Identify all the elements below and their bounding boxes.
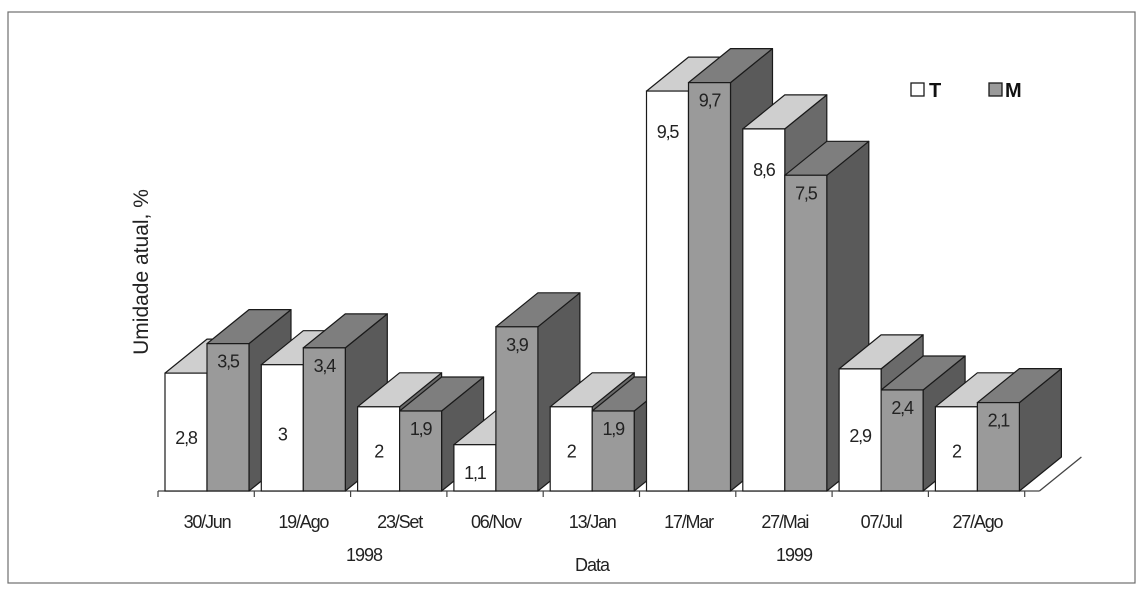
- data-label-t: 9,5: [657, 122, 680, 142]
- bar-front-face: [549, 406, 593, 492]
- x-tick-label: 06/Nov: [471, 512, 522, 532]
- data-label-t: 3: [278, 424, 288, 444]
- bar-front-face: [784, 174, 828, 492]
- legend-swatch-t: [910, 82, 925, 97]
- bar-m: [976, 368, 1063, 492]
- data-label-t: 2: [952, 441, 962, 461]
- data-label-t: 2: [374, 441, 384, 461]
- data-label-m: 2,1: [988, 411, 1011, 431]
- x-tick-label: 13/Jan: [569, 512, 616, 532]
- labels-layer: 30/Jun 19/Ago 23/Set 06/Nov 13/Jan 17/Mar 27/M…: [175, 91, 1011, 532]
- data-label-m: 3,4: [314, 356, 337, 376]
- bar-front-face: [934, 406, 979, 492]
- x-tick-label: 27/Ago: [952, 512, 1003, 532]
- data-label-t: 2: [567, 441, 577, 461]
- bar-front-face: [591, 410, 635, 492]
- bar-m: [784, 140, 870, 492]
- bar-front-face: [838, 368, 882, 492]
- bar-front-face: [742, 128, 786, 492]
- data-label-m: 7,5: [795, 183, 818, 203]
- legend-swatch-m: [988, 82, 1003, 97]
- bar-front-face: [260, 364, 304, 492]
- year-label-1999: 1999: [776, 545, 813, 565]
- x-tick-label: 19/Ago: [278, 512, 329, 532]
- bars-layer: [164, 47, 1063, 492]
- bar-front-face: [687, 82, 732, 492]
- data-label-t: 8,6: [753, 160, 776, 180]
- x-axis-depth-line: [1038, 456, 1082, 492]
- bar-front-face: [206, 343, 250, 492]
- data-label-m: 2,4: [891, 398, 914, 418]
- data-label-m: 3,5: [217, 352, 240, 372]
- x-tick-label: 07/Jul: [861, 512, 902, 532]
- bar-front-face: [399, 410, 443, 492]
- bar-front-face: [495, 326, 539, 492]
- legend: T M: [910, 80, 1022, 102]
- data-label-m: 3,9: [506, 335, 529, 355]
- data-label-m: 1,9: [410, 419, 433, 439]
- bar-front-face: [302, 347, 346, 492]
- data-label-t: 2,9: [849, 426, 872, 446]
- x-tick-label: 27/Mai: [761, 512, 808, 532]
- data-label-t: 2,8: [175, 428, 198, 448]
- bar-front-face: [357, 406, 401, 492]
- bar-front-face: [880, 389, 924, 492]
- year-label-1998: 1998: [346, 545, 383, 565]
- data-label-m: 1,9: [602, 419, 625, 439]
- x-axis-title: Data: [575, 555, 611, 575]
- x-tick-label: 30/Jun: [184, 512, 231, 532]
- legend-label-t: T: [929, 80, 941, 102]
- y-axis-title: Umidade atual, %: [130, 189, 153, 355]
- bar-front-face: [645, 90, 690, 492]
- data-label-t: 1,1: [464, 463, 487, 483]
- bar-m: [495, 292, 581, 492]
- data-label-m: 9,7: [699, 91, 722, 111]
- x-tick-label: 17/Mar: [664, 512, 714, 532]
- x-tick-label: 23/Set: [377, 512, 423, 532]
- bar-front-face: [976, 401, 1021, 492]
- legend-label-m: M: [1005, 80, 1022, 102]
